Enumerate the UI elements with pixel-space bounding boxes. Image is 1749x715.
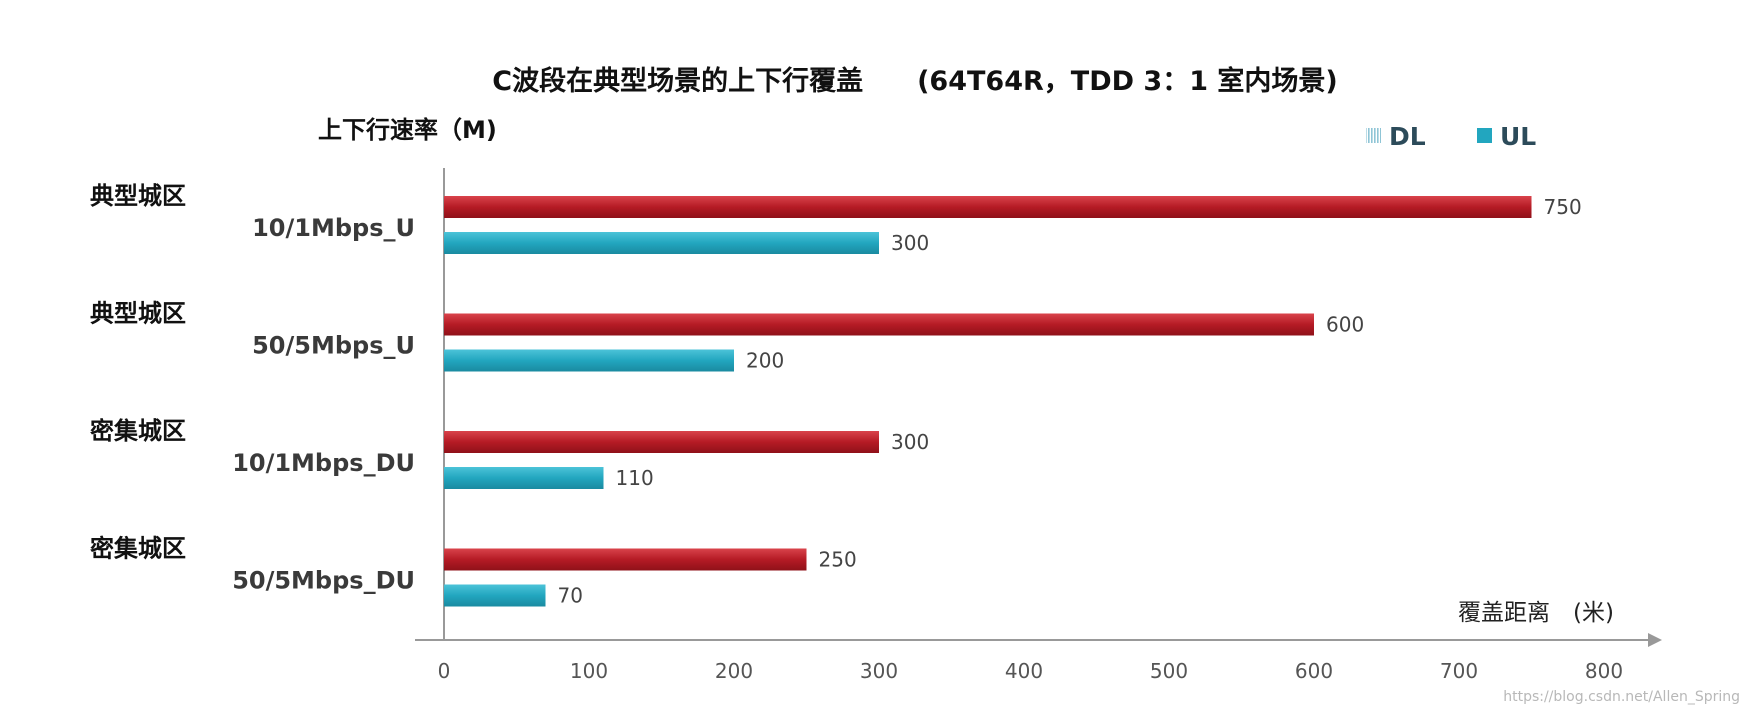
x-tick-label-800: 800 xyxy=(1585,659,1623,683)
legend-label-ul: UL xyxy=(1500,122,1536,151)
data-label-ul-1: 200 xyxy=(746,349,784,373)
bar-dl-0 xyxy=(444,196,1532,218)
data-label-dl-0: 750 xyxy=(1544,195,1582,219)
bar-ul-3 xyxy=(444,584,546,607)
y-axis-label: 上下行速率（M) xyxy=(318,116,497,144)
bar-ul-0 xyxy=(444,232,879,254)
data-label-ul-3: 70 xyxy=(558,584,583,608)
data-label-dl-2: 300 xyxy=(891,430,929,454)
bar-ul-2 xyxy=(444,467,604,489)
x-axis-arrow-icon xyxy=(1648,633,1662,647)
category-rate-3: 50/5Mbps_DU xyxy=(232,567,415,595)
data-label-dl-1: 600 xyxy=(1326,313,1364,337)
bars xyxy=(444,196,1532,607)
chart-title: C波段在典型场景的上下行覆盖 (64T64R，TDD 3：1 室内场景) xyxy=(492,65,1337,97)
legend-swatch-ul xyxy=(1477,128,1492,143)
legend-label-dl: DL xyxy=(1389,122,1426,151)
category-scene-0: 典型城区 xyxy=(90,182,186,210)
x-tick-label-400: 400 xyxy=(1005,659,1043,683)
x-tick-labels: 0 100 200 300 400 500 600 700 800 xyxy=(438,659,1623,683)
legend: DL UL xyxy=(1366,122,1536,151)
category-rate-2: 10/1Mbps_DU xyxy=(232,449,415,477)
x-axis-label: 覆盖距离 (米) xyxy=(1458,600,1614,626)
x-tick-label-200: 200 xyxy=(715,659,753,683)
legend-swatch-dl xyxy=(1366,128,1381,143)
x-tick-label-500: 500 xyxy=(1150,659,1188,683)
x-tick-label-0: 0 xyxy=(438,659,451,683)
x-tick-label-300: 300 xyxy=(860,659,898,683)
category-rate-0: 10/1Mbps_U xyxy=(252,214,415,242)
bar-dl-1 xyxy=(444,313,1314,336)
data-label-ul-0: 300 xyxy=(891,231,929,255)
x-tick-label-700: 700 xyxy=(1440,659,1478,683)
category-scene-2: 密集城区 xyxy=(90,417,186,445)
data-label-ul-2: 110 xyxy=(616,466,654,490)
category-scene-1: 典型城区 xyxy=(90,300,186,328)
bar-dl-3 xyxy=(444,548,807,571)
x-tick-label-600: 600 xyxy=(1295,659,1333,683)
category-scene-3: 密集城区 xyxy=(90,535,186,563)
bar-dl-2 xyxy=(444,431,879,453)
data-label-dl-3: 250 xyxy=(819,548,857,572)
watermark: https://blog.csdn.net/Allen_Spring xyxy=(1503,689,1740,705)
category-rate-1: 50/5Mbps_U xyxy=(252,332,415,360)
x-tick-label-100: 100 xyxy=(570,659,608,683)
bar-ul-1 xyxy=(444,349,734,372)
category-labels: 典型城区 10/1Mbps_U 典型城区 50/5Mbps_U 密集城区 10/1Mbps… xyxy=(90,182,415,595)
data-labels: 750 300 600 200 300 110 250 70 xyxy=(558,195,1582,608)
